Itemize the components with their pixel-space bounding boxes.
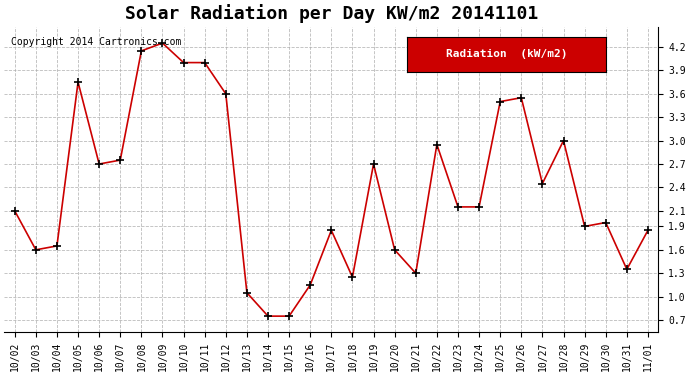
Title: Solar Radiation per Day KW/m2 20141101: Solar Radiation per Day KW/m2 20141101 — [125, 4, 538, 23]
Text: Copyright 2014 Cartronics.com: Copyright 2014 Cartronics.com — [11, 37, 181, 46]
